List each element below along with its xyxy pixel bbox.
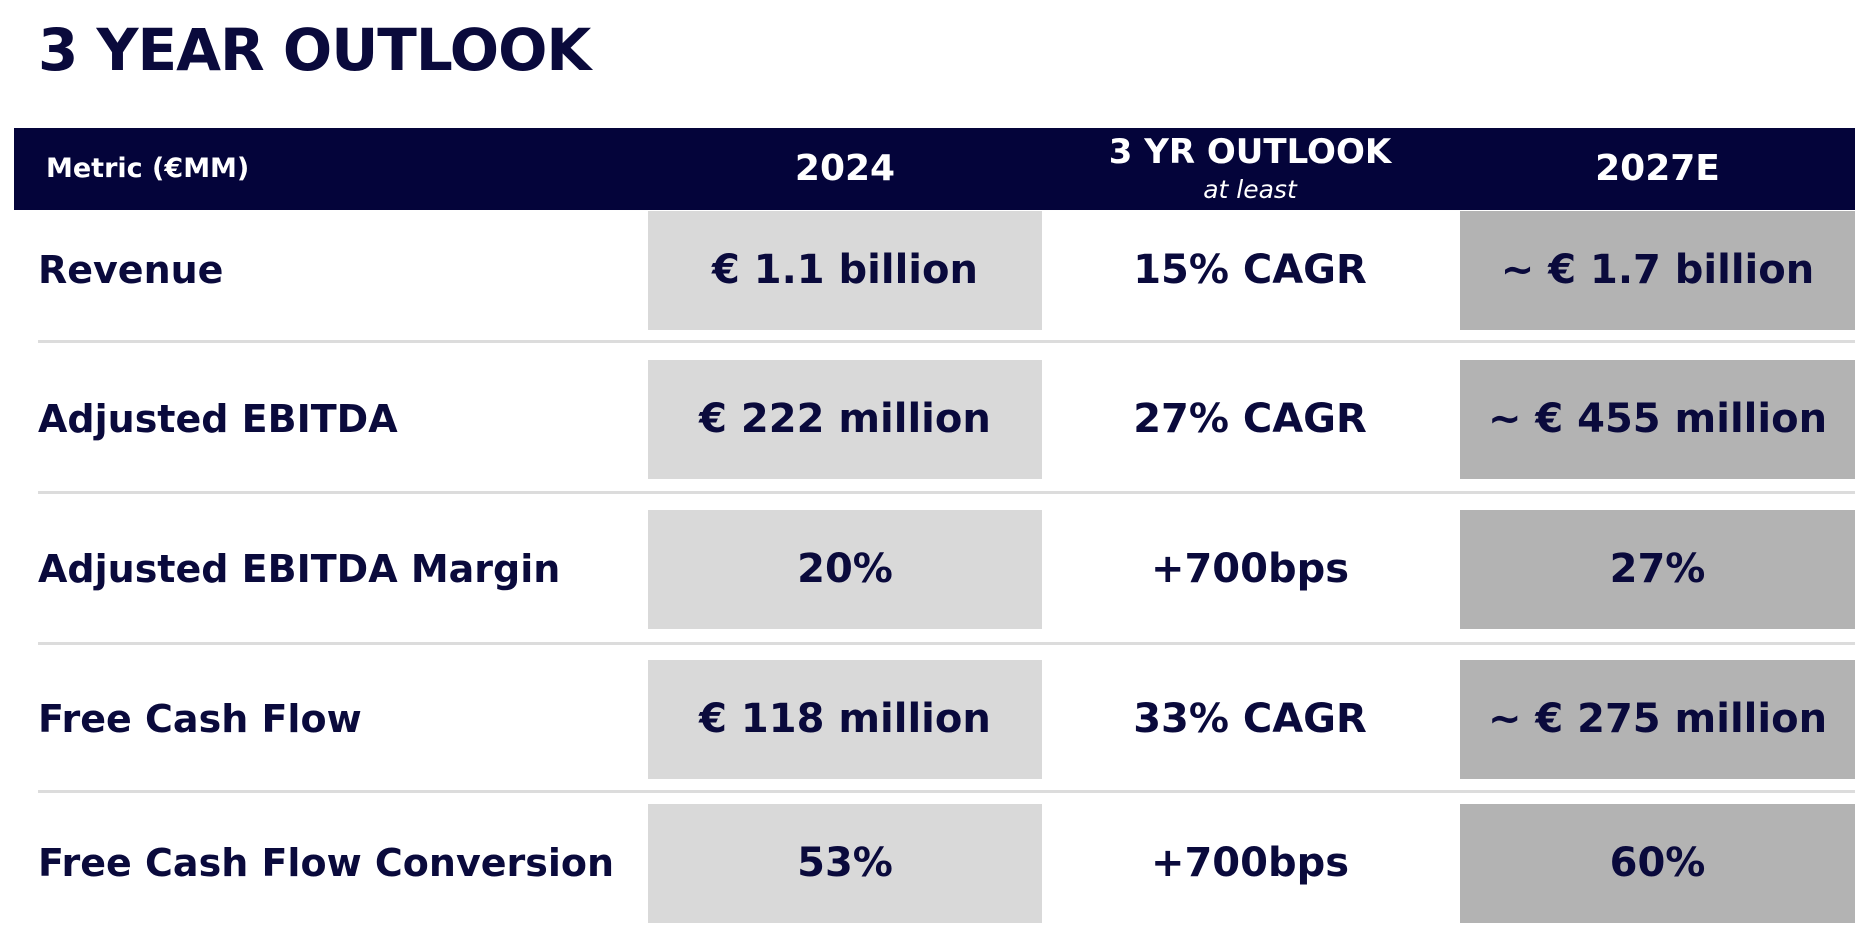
value-2027: ~ € 1.7 billion — [1460, 211, 1855, 330]
header-metric: Metric (€MM) — [46, 153, 250, 184]
row-label: Revenue — [38, 248, 224, 292]
table-row: Free Cash Flow € 118 million 33% CAGR ~ … — [0, 660, 1872, 779]
row-divider — [38, 491, 1855, 494]
value-outlook: 15% CAGR — [1133, 247, 1367, 293]
value-2027: ~ € 275 million — [1460, 660, 1855, 779]
table-row: Adjusted EBITDA € 222 million 27% CAGR ~… — [0, 360, 1872, 479]
value-2027: ~ € 455 million — [1460, 360, 1855, 479]
header-outlook: 3 YR OUTLOOK — [1108, 132, 1392, 172]
table-row: Revenue € 1.1 billion 15% CAGR ~ € 1.7 b… — [0, 211, 1872, 330]
row-divider — [38, 340, 1855, 343]
row-label: Free Cash Flow Conversion — [38, 841, 615, 885]
value-outlook: 27% CAGR — [1133, 396, 1367, 442]
value-2027: 27% — [1460, 510, 1855, 629]
row-divider — [38, 642, 1855, 645]
value-2027: 60% — [1460, 804, 1855, 923]
value-2024: 20% — [648, 510, 1042, 629]
table-header — [14, 128, 1855, 210]
value-outlook: +700bps — [1150, 840, 1350, 886]
value-outlook: +700bps — [1150, 546, 1350, 592]
header-2024: 2024 — [794, 148, 896, 189]
value-2024: € 222 million — [648, 360, 1042, 479]
value-2024: € 1.1 billion — [648, 211, 1042, 330]
row-label: Free Cash Flow — [38, 697, 362, 741]
row-label: Adjusted EBITDA Margin — [38, 547, 561, 591]
value-2024: 53% — [648, 804, 1042, 923]
row-label: Adjusted EBITDA — [38, 397, 398, 441]
row-divider — [38, 790, 1855, 793]
header-2027: 2027E — [1595, 148, 1720, 189]
header-outlook-subtitle: at least — [1203, 175, 1297, 204]
table-row: Adjusted EBITDA Margin 20% +700bps 27% — [0, 510, 1872, 629]
page-title: 3 YEAR OUTLOOK — [38, 16, 591, 84]
value-2024: € 118 million — [648, 660, 1042, 779]
table-row: Free Cash Flow Conversion 53% +700bps 60… — [0, 804, 1872, 923]
value-outlook: 33% CAGR — [1133, 696, 1367, 742]
